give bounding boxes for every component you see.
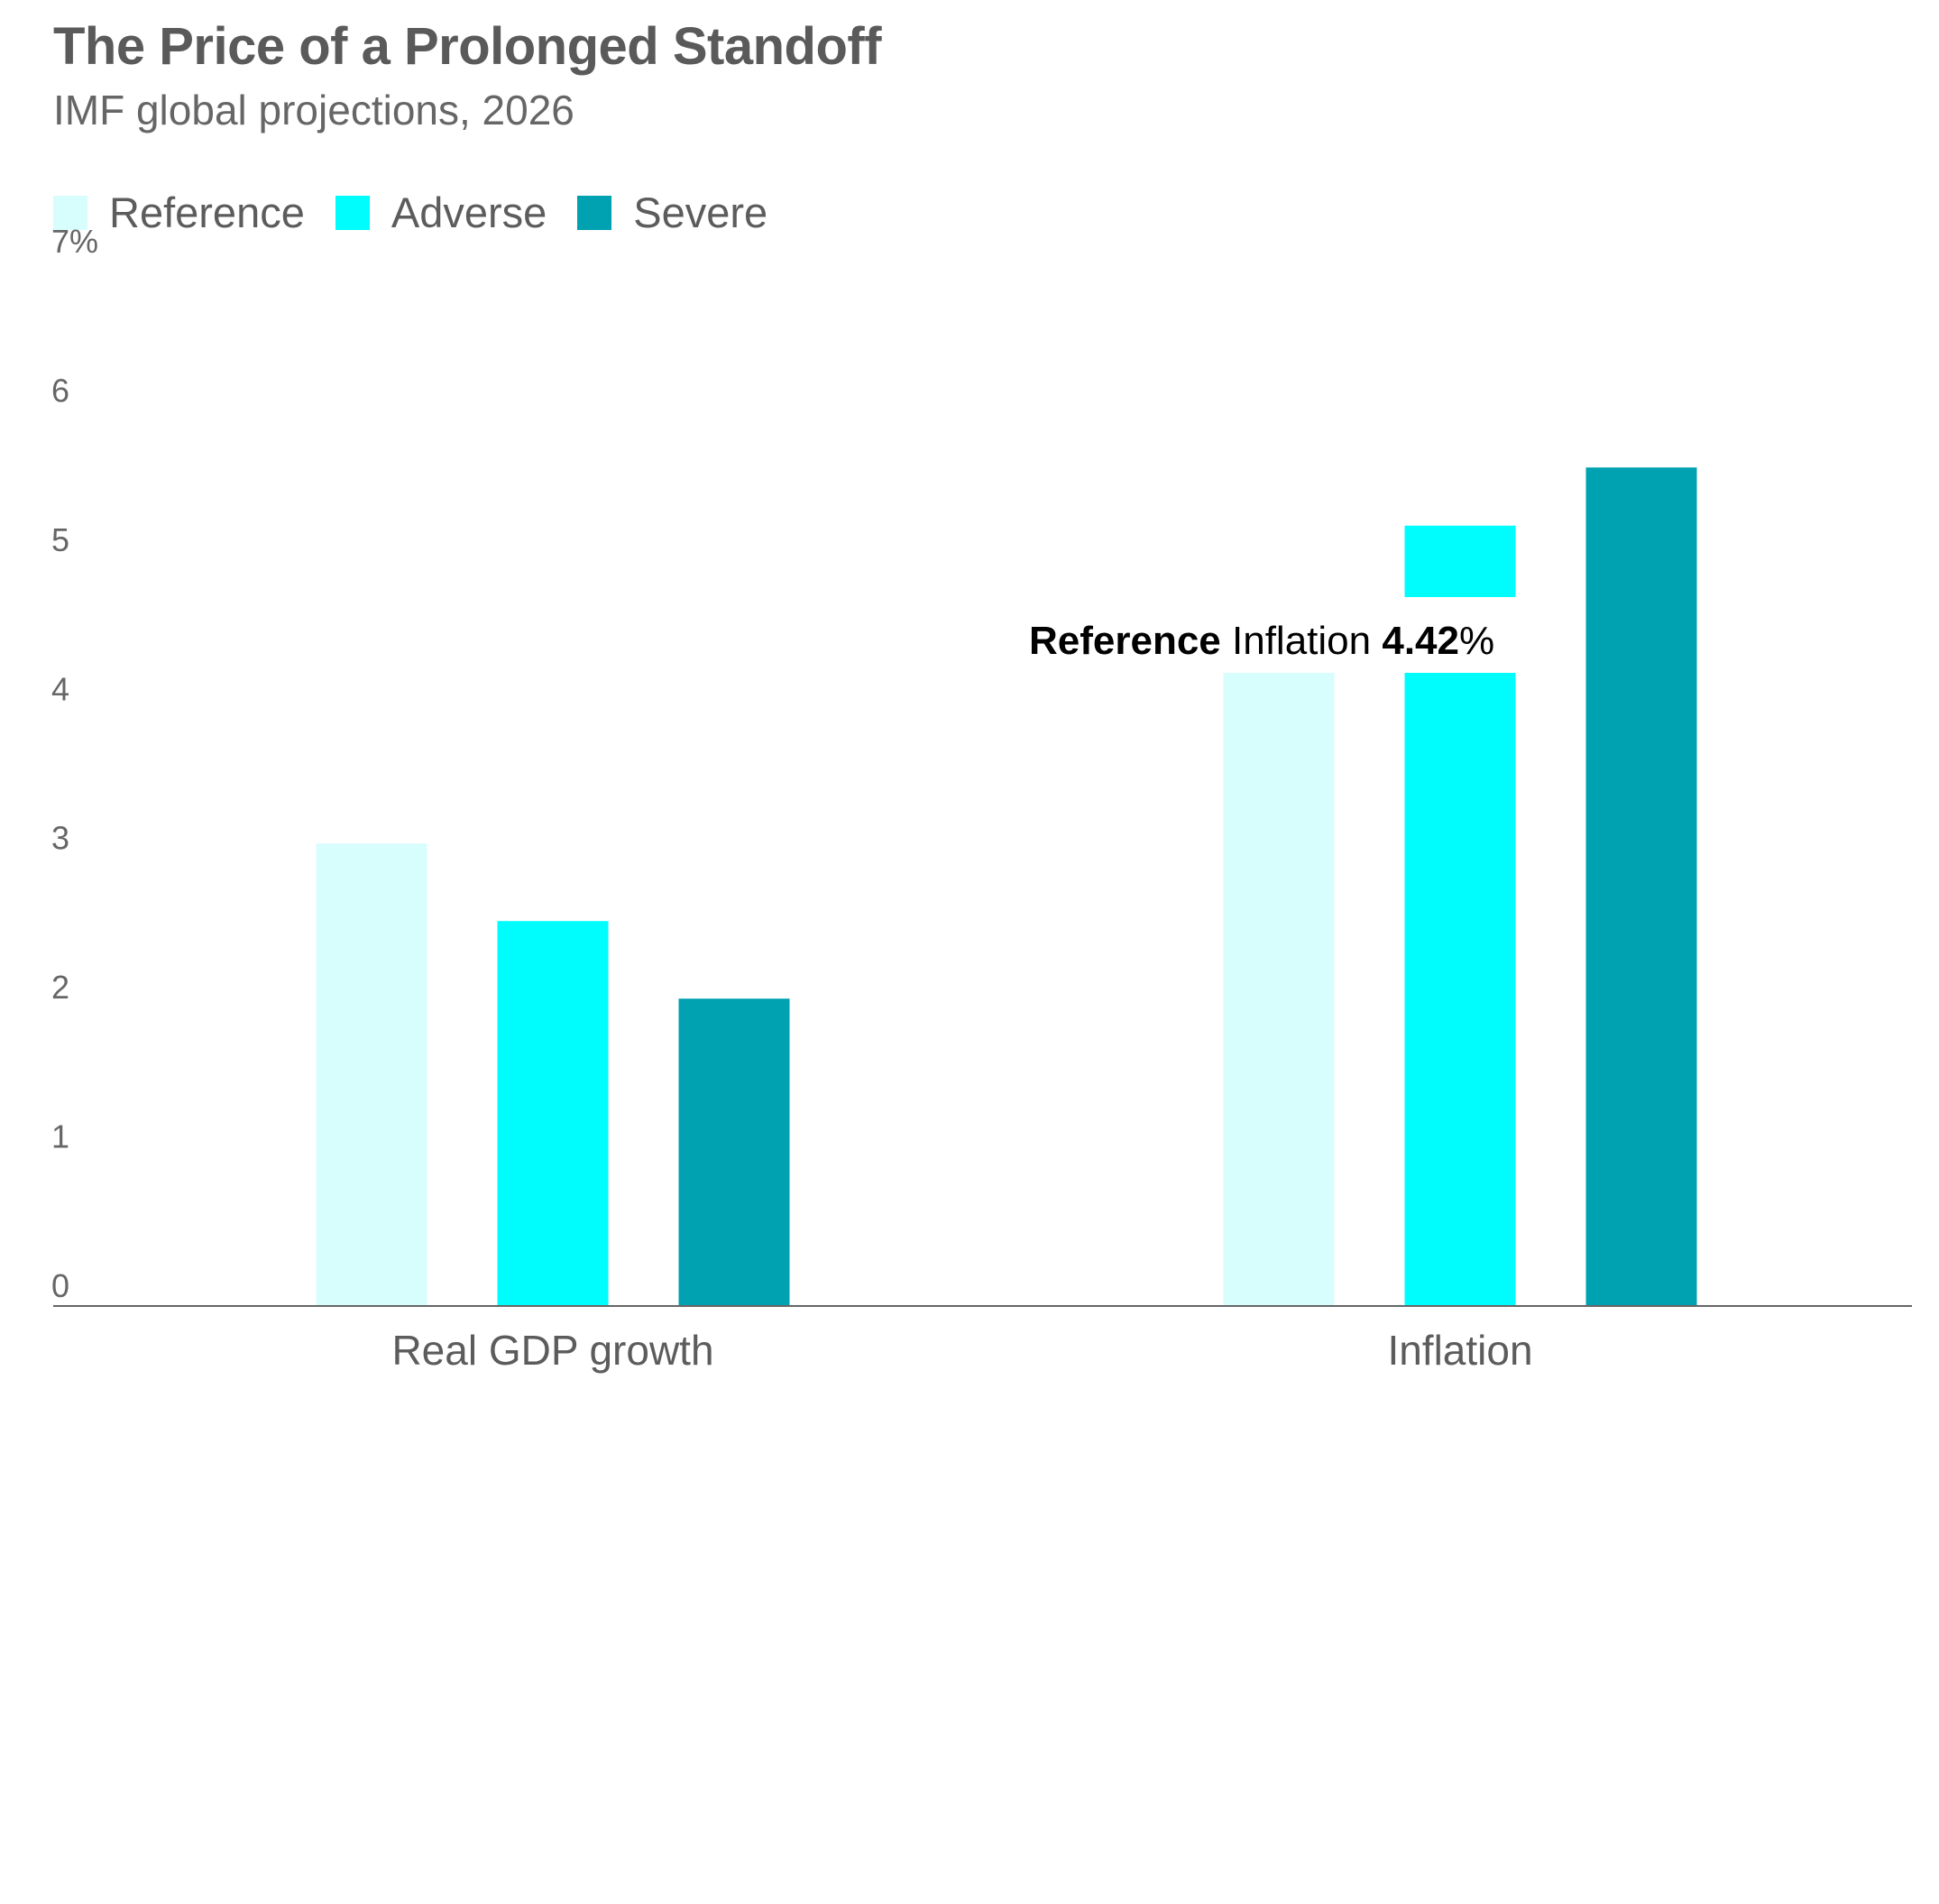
bar-reference-gdp[interactable]	[316, 843, 427, 1306]
legend-item-adverse: Adverse	[335, 188, 547, 237]
legend-label-reference: Reference	[109, 189, 305, 236]
annotation-background	[1019, 597, 1542, 673]
legend-label-severe: Severe	[633, 189, 768, 236]
x-category-label: Real GDP growth	[391, 1327, 713, 1374]
legend-item-reference: Reference	[53, 188, 305, 237]
bar-severe-inflation[interactable]	[1585, 467, 1697, 1306]
x-category-label: Inflation	[1387, 1327, 1532, 1374]
legend-item-severe: Severe	[577, 188, 767, 237]
bar-adverse-gdp[interactable]	[497, 921, 609, 1306]
legend: Reference Adverse Severe	[53, 188, 798, 237]
chart-subtitle: IMF global projections, 2026	[53, 87, 574, 133]
y-tick-label: 2	[51, 969, 69, 1006]
y-tick-label: 1	[51, 1118, 69, 1155]
legend-swatch-reference	[53, 195, 87, 230]
legend-label-adverse: Adverse	[391, 189, 547, 236]
hover-annotation: Reference Inflation 4.42%	[1019, 597, 1542, 673]
y-tick-label: 6	[51, 372, 69, 409]
y-tick-label: 7%	[51, 223, 98, 260]
annotation-category: Inflation	[1221, 619, 1383, 663]
y-axis-ticks: 0 1 2 3 4 5 6 7%	[51, 223, 98, 1304]
y-tick-label: 4	[51, 670, 69, 707]
bars	[316, 467, 1697, 1306]
chart-title: The Price of a Prolonged Standoff	[53, 17, 882, 76]
x-axis-categories: Real GDP growth Inflation	[391, 1327, 1532, 1374]
bar-reference-inflation[interactable]	[1223, 646, 1335, 1306]
legend-swatch-adverse	[335, 195, 370, 230]
y-tick-label: 5	[51, 521, 69, 558]
annotation-unit: %	[1459, 619, 1494, 663]
y-tick-label: 3	[51, 820, 69, 857]
y-tick-label: 0	[51, 1267, 69, 1304]
annotation-value: 4.42	[1382, 619, 1459, 663]
annotation-text: Reference Inflation 4.42%	[1029, 619, 1494, 663]
bar-severe-gdp[interactable]	[678, 998, 790, 1306]
legend-swatch-severe	[577, 195, 612, 230]
annotation-series: Reference	[1029, 619, 1221, 663]
